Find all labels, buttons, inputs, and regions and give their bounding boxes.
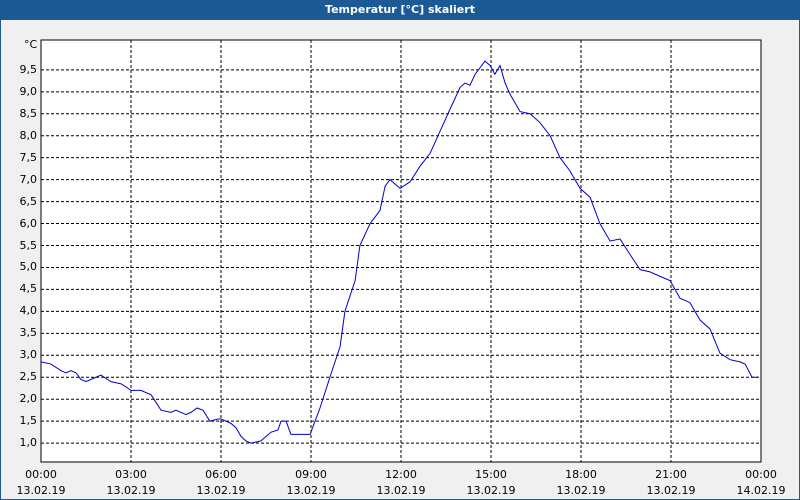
y-tick-label: 6,0 [19,216,38,230]
y-tick-label: 2,0 [19,392,38,406]
x-tick-label: 09:00 13.02.19 [286,468,336,497]
data-line [40,60,758,444]
y-axis-label: °C [24,38,38,51]
y-tick-label: 7,5 [19,150,38,164]
y-tick-label: 1,0 [19,436,38,450]
y-tick-label: 9,5 [19,62,38,76]
x-tick-label: 18:00 13.02.19 [556,468,606,497]
x-tick-label: 12:00 13.02.19 [376,468,426,497]
y-tick-label: 9,0 [19,84,38,98]
y-tick-label: 2,5 [19,370,38,384]
chart-title: Temperatur [°C] skaliert [0,0,800,20]
y-tick-label: 4,0 [19,304,38,318]
y-tick-label: 1,5 [19,414,38,428]
y-tick-label: 7,0 [19,172,38,186]
y-tick-label: 3,0 [19,348,38,362]
y-tick-label: 3,5 [19,326,38,340]
x-tick-label: 00:00 14.02.19 [736,468,786,497]
x-tick-label: 03:00 13.02.19 [106,468,156,497]
y-tick-label: 5,0 [19,260,38,274]
x-tick-label: 00:00 13.02.19 [16,468,66,497]
y-tick-label: 4,5 [19,282,38,296]
x-tick-label: 21:00 13.02.19 [646,468,696,497]
y-tick-label: 8,5 [19,106,38,120]
plot-border [40,39,762,463]
x-tick-label: 15:00 13.02.19 [466,468,516,497]
y-tick-label: 5,5 [19,238,38,252]
y-tick-label: 8,0 [19,128,38,142]
y-tick-label: 6,5 [19,194,38,208]
x-tick-label: 06:00 13.02.19 [196,468,246,497]
